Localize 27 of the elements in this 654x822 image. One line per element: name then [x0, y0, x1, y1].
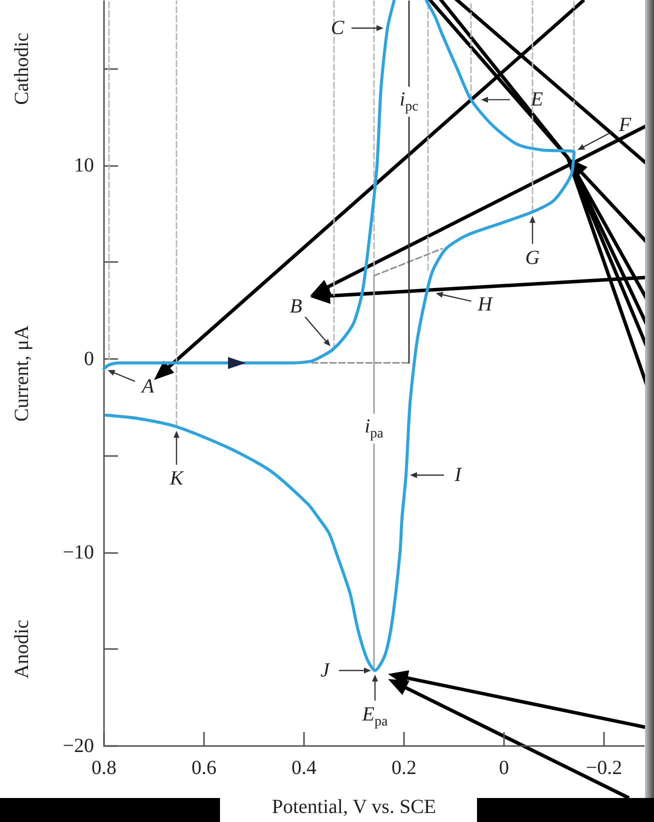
annotation: E	[530, 88, 544, 111]
annotation: C	[330, 17, 345, 40]
annotation: i$_{pa}$	[364, 416, 384, 442]
x-tick-label: −0.2	[586, 757, 622, 779]
y-tick-label: 10	[74, 154, 94, 176]
annotation: F	[618, 114, 632, 136]
annotation: G	[525, 246, 540, 269]
annotation: K	[168, 468, 185, 490]
y-tick-label: 0	[84, 348, 94, 370]
text: Cathodic	[11, 32, 33, 105]
x-tick-label: 0.8	[92, 757, 116, 779]
y-axis-title: Current, μA	[11, 324, 33, 422]
annotation: I	[454, 464, 463, 486]
x-tick-label: 0.4	[292, 757, 316, 779]
x-tick-label: 0	[499, 757, 509, 779]
annotation: A	[140, 376, 155, 398]
text: Anodic	[11, 620, 33, 679]
annotation: E$_{pa}$	[361, 704, 388, 730]
x-axis-title: Potential, V vs. SCE	[272, 796, 436, 818]
y-tick-label: −10	[62, 541, 94, 564]
annotation: i$_{pc}$	[400, 88, 418, 115]
x-tick-label: 0.2	[392, 757, 416, 779]
annotation: B	[290, 295, 302, 318]
x-tick-label: 0.6	[192, 757, 216, 779]
annotation: J	[320, 660, 331, 682]
annotation: H	[476, 293, 494, 316]
y-tick-label: −20	[62, 735, 94, 757]
